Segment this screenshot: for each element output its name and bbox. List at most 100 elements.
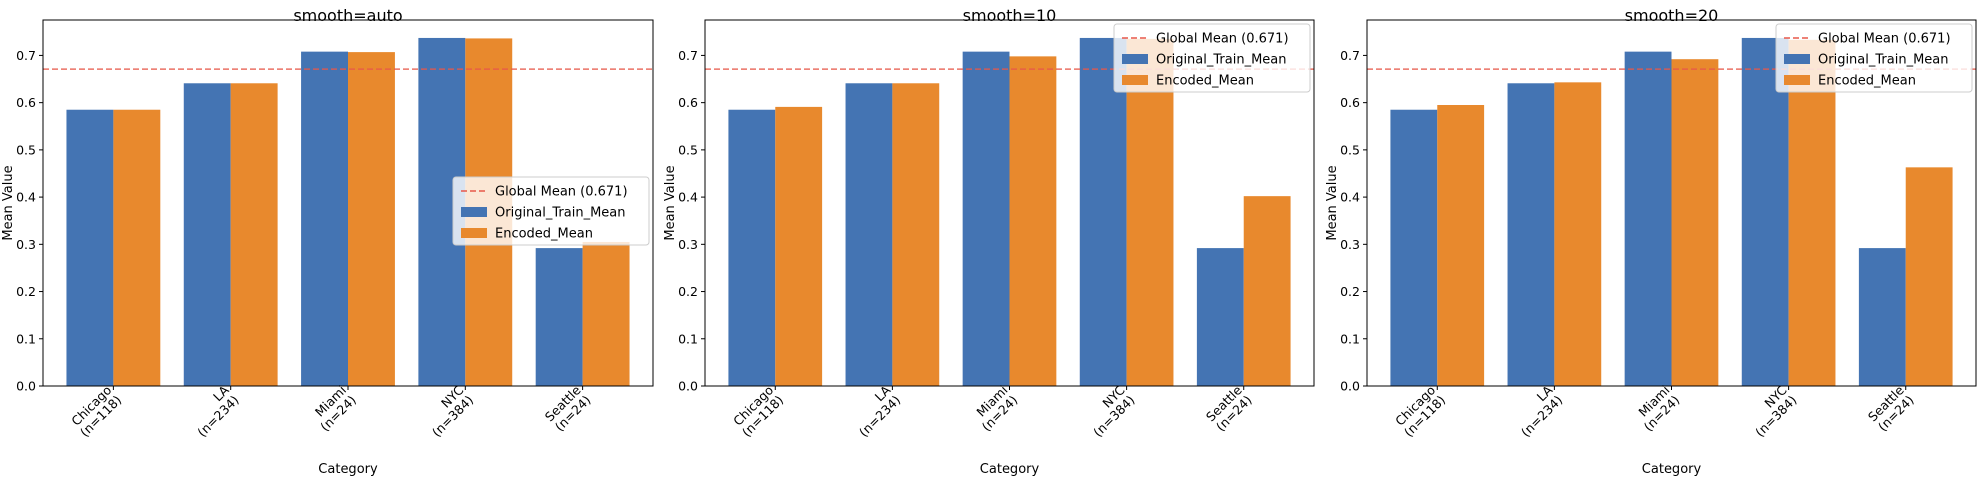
- x-tick-label: Chicago(n=118): [68, 382, 124, 439]
- y-tick-label: 0.2: [678, 284, 698, 299]
- bar-original-train-mean-2: [845, 83, 893, 386]
- bar-encoded-mean-3: [1009, 56, 1057, 387]
- bar-original-train-mean-5: [1858, 248, 1906, 386]
- chart-title: smooth=auto: [293, 6, 402, 25]
- y-tick-label: 0.1: [1340, 331, 1360, 346]
- y-tick-label: 0.7: [16, 48, 36, 63]
- bar-encoded-mean-4: [1788, 39, 1836, 386]
- x-tick-label: Chicago(n=118): [1392, 382, 1448, 439]
- bar-encoded-mean-4: [1126, 38, 1174, 387]
- bar-encoded-mean-1: [1437, 105, 1485, 386]
- y-tick-label: 0.4: [678, 190, 698, 205]
- y-axis-label: Mean Value: [1, 165, 16, 240]
- legend-box: [1775, 23, 1973, 93]
- y-tick-label: 0.4: [1340, 190, 1360, 205]
- bar-original-train-mean-4: [1079, 37, 1127, 387]
- y-tick-label: 0.2: [1340, 284, 1360, 299]
- bar-original-train-mean-1: [1390, 109, 1438, 386]
- chart-title: smooth=10: [963, 6, 1057, 25]
- x-tick-label: Seattle(n=24): [1203, 382, 1255, 434]
- y-tick-label: 0.1: [678, 331, 698, 346]
- y-tick-label: 0.6: [678, 95, 698, 110]
- y-tick-label: 0.6: [1340, 95, 1360, 110]
- legend-label-1: Original_Train_Mean: [1156, 53, 1286, 68]
- bar-encoded-mean-1: [775, 106, 823, 387]
- bar-original-train-mean-2: [1507, 83, 1555, 386]
- bar-original-train-mean-4: [1741, 37, 1789, 387]
- y-tick-label: 0.3: [16, 237, 36, 252]
- x-tick-label: Seattle(n=24): [1865, 382, 1917, 434]
- y-tick-label: 0.5: [678, 142, 698, 157]
- bar-original-train-mean-3: [1624, 51, 1672, 386]
- bar-encoded-mean-3: [348, 52, 395, 386]
- y-axis-label: Mean Value: [1325, 165, 1340, 240]
- legend-global-mean-label: Global Mean (0.671): [495, 185, 628, 200]
- x-tick-label: NYC(n=384): [429, 382, 476, 439]
- bar-encoded-mean-3: [1671, 59, 1719, 386]
- x-tick-label: Miami(n=24): [1635, 382, 1682, 434]
- bar-original-train-mean-3: [301, 51, 348, 386]
- y-tick-label: 0.5: [16, 142, 36, 157]
- legend-swatch-2: [461, 228, 487, 238]
- y-tick-label: 0.2: [16, 284, 36, 299]
- bar-original-train-mean-1: [728, 109, 776, 386]
- legend-box: [452, 176, 650, 246]
- x-tick-label: Chicago(n=118): [730, 382, 786, 439]
- bar-encoded-mean-1: [113, 109, 161, 386]
- x-tick-label: NYC(n=384): [1090, 382, 1137, 439]
- x-tick-label: LA(n=234): [856, 382, 903, 440]
- legend-swatch-1: [461, 207, 487, 217]
- y-tick-label: 0.7: [678, 48, 698, 63]
- y-tick-label: 0.1: [16, 331, 36, 346]
- legend: Global Mean (0.671) Original_Train_Mean En…: [452, 176, 650, 246]
- chart-panel-1: smooth=auto 0.0 0.1 0.2 0.3 0.4 0.5 0.6 0.7 Chica…: [1, 6, 654, 477]
- y-tick-label: 0.3: [1340, 237, 1360, 252]
- y-axis-label: Mean Value: [663, 165, 678, 240]
- legend-label-2: Encoded_Mean: [1156, 74, 1254, 89]
- legend-label-2: Encoded_Mean: [1818, 74, 1916, 89]
- bar-original-train-mean-3: [962, 51, 1010, 386]
- x-axis-label: Category: [980, 462, 1040, 477]
- bar-original-train-mean-5: [1196, 248, 1244, 386]
- y-tick-label: 0.5: [1340, 142, 1360, 157]
- bar-encoded-mean-5: [1243, 196, 1291, 386]
- legend-global-mean-label: Global Mean (0.671): [1156, 32, 1289, 47]
- y-tick-label: 0.3: [678, 237, 698, 252]
- legend-label-1: Original_Train_Mean: [1818, 53, 1948, 68]
- x-tick-label: NYC(n=384): [1752, 382, 1799, 439]
- legend-swatch-1: [1122, 54, 1148, 64]
- x-tick-label: Seattle(n=24): [542, 382, 594, 434]
- bar-encoded-mean-5: [1905, 167, 1953, 386]
- x-tick-label: Miami(n=24): [312, 382, 359, 434]
- legend-swatch-2: [1784, 75, 1810, 85]
- bar-original-train-mean-5: [535, 248, 583, 386]
- chart-panel-2: smooth=10 0.0 0.1 0.2 0.3 0.4 0.5 0.6 0.7 Chicago…: [663, 6, 1315, 477]
- legend-label-2: Encoded_Mean: [495, 227, 593, 242]
- legend-swatch-1: [1784, 54, 1810, 64]
- bar-encoded-mean-2: [230, 83, 278, 386]
- bar-original-train-mean-1: [66, 109, 114, 386]
- x-tick-label: Miami(n=24): [973, 382, 1020, 434]
- x-axis-label: Category: [1642, 462, 1702, 477]
- bar-encoded-mean-2: [1554, 82, 1602, 386]
- legend-swatch-2: [1122, 75, 1148, 85]
- legend: Global Mean (0.671) Original_Train_Mean En…: [1113, 23, 1311, 93]
- bar-encoded-mean-2: [892, 83, 940, 386]
- legend-label-1: Original_Train_Mean: [495, 206, 625, 221]
- y-tick-label: 0.0: [16, 379, 36, 394]
- y-tick-label: 0.6: [16, 95, 36, 110]
- chart-title: smooth=20: [1625, 6, 1719, 25]
- y-tick-label: 0.7: [1340, 48, 1360, 63]
- legend-global-mean-label: Global Mean (0.671): [1818, 32, 1951, 47]
- y-tick-label: 0.4: [16, 190, 36, 205]
- y-tick-label: 0.0: [678, 379, 698, 394]
- bar-encoded-mean-5: [582, 241, 630, 386]
- legend: Global Mean (0.671) Original_Train_Mean En…: [1775, 23, 1973, 93]
- chart-panel-3: smooth=20 0.0 0.1 0.2 0.3 0.4 0.5 0.6 0.7 Chicago…: [1325, 6, 1977, 477]
- y-tick-label: 0.0: [1340, 379, 1360, 394]
- x-axis-label: Category: [318, 462, 378, 477]
- x-tick-label: LA(n=234): [194, 382, 241, 440]
- legend-box: [1113, 23, 1311, 93]
- bar-original-train-mean-2: [183, 83, 231, 386]
